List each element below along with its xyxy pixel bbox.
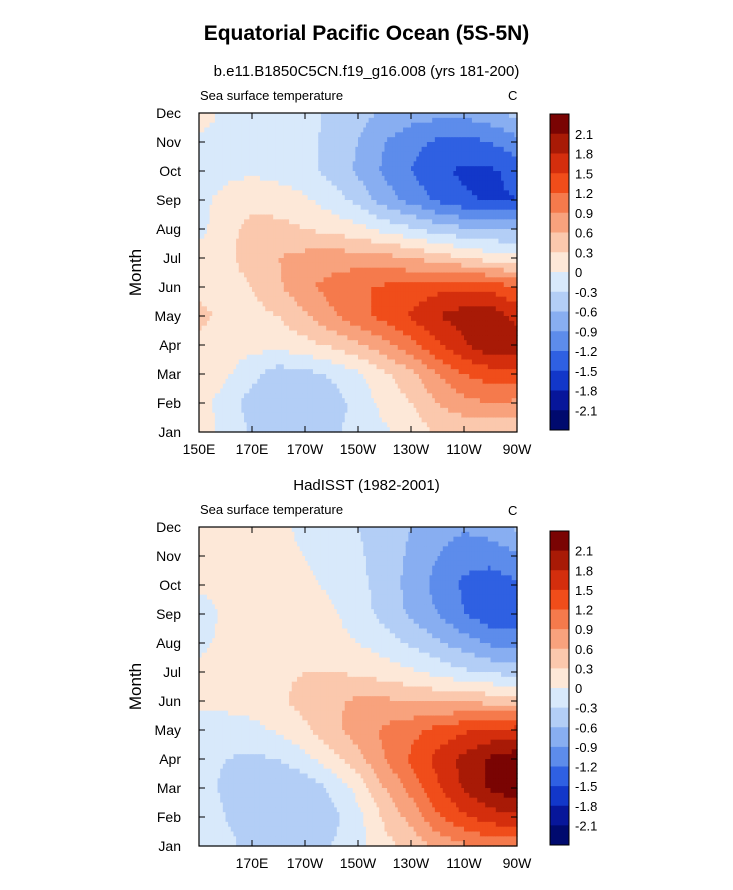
panel0-field — [199, 113, 518, 433]
